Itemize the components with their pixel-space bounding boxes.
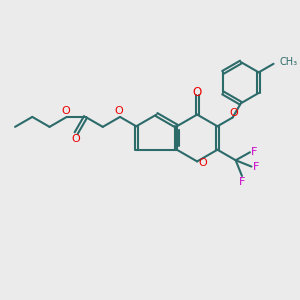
Text: O: O	[230, 108, 238, 118]
Text: F: F	[253, 161, 259, 172]
Text: O: O	[193, 86, 202, 99]
Text: O: O	[115, 106, 124, 116]
Text: F: F	[251, 147, 257, 157]
Text: CH₃: CH₃	[280, 57, 298, 68]
Text: O: O	[71, 134, 80, 144]
Text: O: O	[198, 158, 207, 168]
Text: F: F	[239, 177, 245, 187]
Text: O: O	[62, 106, 70, 116]
